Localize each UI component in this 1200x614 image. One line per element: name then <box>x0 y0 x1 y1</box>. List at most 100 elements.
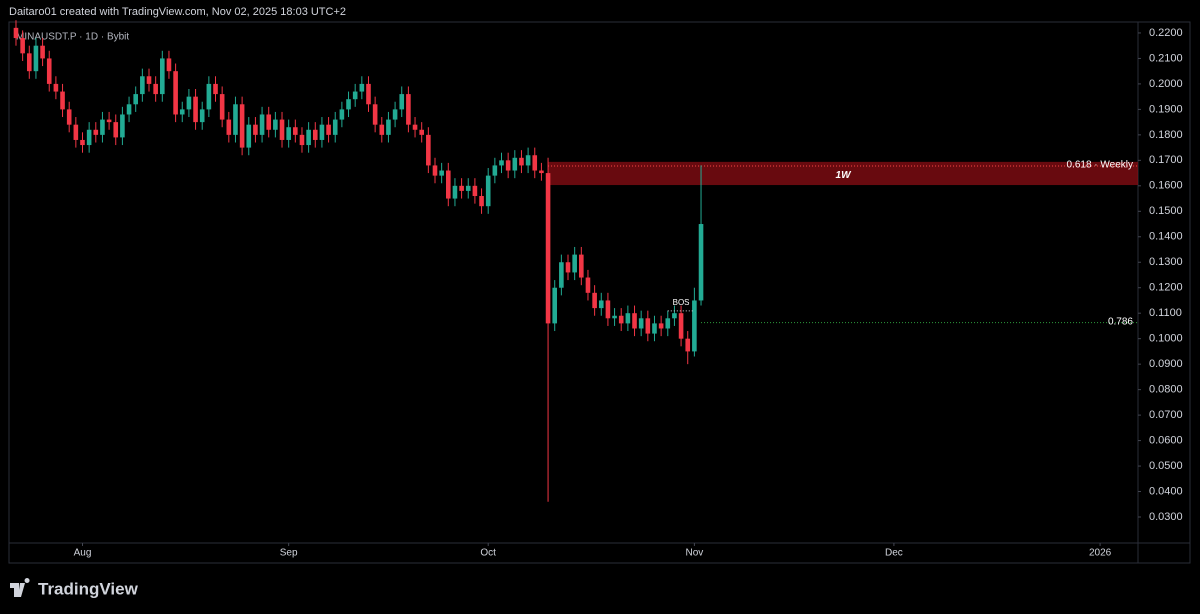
candle-body <box>293 127 298 135</box>
candle-body <box>579 254 584 278</box>
candle-body <box>219 94 225 120</box>
candle-body <box>432 165 438 176</box>
candle-body <box>658 323 664 329</box>
candle-body <box>53 83 59 92</box>
logo: TradingView <box>10 578 139 598</box>
candle-body <box>319 124 325 140</box>
candle-body <box>519 157 524 166</box>
logo-icon <box>10 578 30 597</box>
bos-label: BOS <box>673 298 690 307</box>
y-tick-label: 0.1700 <box>1149 154 1183 166</box>
candle-body <box>618 315 624 324</box>
x-tick-label: 2026 <box>1089 548 1112 559</box>
chart-frame <box>8 21 1191 564</box>
y-tick-label: 0.2100 <box>1149 52 1183 64</box>
candle-body <box>392 109 398 120</box>
candle-body <box>532 155 538 171</box>
candle-body <box>625 313 631 324</box>
candle-body <box>173 71 178 115</box>
candle-body <box>412 124 418 130</box>
x-tick-label: Oct <box>480 548 496 559</box>
candle-body <box>665 318 671 329</box>
candle-body <box>273 119 278 130</box>
logo-text: TradingView <box>38 579 139 598</box>
candle-body <box>246 124 252 148</box>
candle-body <box>26 53 32 72</box>
candle-body <box>160 58 165 95</box>
candle-body <box>359 83 365 92</box>
y-tick-label: 0.0800 <box>1149 384 1183 396</box>
candle-body <box>332 119 338 135</box>
x-tick-label: Aug <box>74 548 92 559</box>
y-tick-label: 0.0900 <box>1149 358 1183 370</box>
candle-body <box>645 318 651 334</box>
candle-body <box>525 155 531 166</box>
candle-body <box>206 83 212 110</box>
candle-body <box>226 119 232 135</box>
candle-body <box>426 134 431 166</box>
candle-body <box>20 38 25 54</box>
candle-body <box>253 124 258 135</box>
candle-body <box>485 175 491 207</box>
candle-body <box>259 114 265 135</box>
candle-body <box>113 122 119 138</box>
candle-body <box>60 91 65 110</box>
candle-body <box>638 318 644 329</box>
candle-body <box>552 287 558 324</box>
candle-body <box>193 96 198 123</box>
x-tick-label: Sep <box>280 548 298 559</box>
candle-body <box>406 94 411 125</box>
candle-body <box>126 104 132 115</box>
y-tick-label: 0.1400 <box>1149 231 1183 243</box>
candle-body <box>286 127 291 140</box>
candle-body <box>592 292 597 309</box>
candle-body <box>133 94 139 105</box>
y-tick-label: 0.1900 <box>1149 103 1183 115</box>
fib-level-label: 0.786 <box>1108 316 1133 327</box>
y-tick-label: 0.1300 <box>1149 256 1183 268</box>
candle-body <box>445 170 451 199</box>
candle-body <box>539 170 544 174</box>
candle-body <box>672 313 677 319</box>
y-tick-label: 0.2200 <box>1149 27 1183 39</box>
candle-body <box>186 96 192 110</box>
candle-body <box>652 323 657 334</box>
candle-body <box>366 83 371 105</box>
x-tick-label: Nov <box>685 548 703 559</box>
candle-body <box>80 139 85 146</box>
candle-body <box>379 124 385 135</box>
candle-body <box>13 27 19 39</box>
x-tick-label: Dec <box>885 548 903 559</box>
candle-body <box>233 104 238 135</box>
candle-body <box>66 109 72 125</box>
zone <box>548 161 1138 186</box>
candle-body <box>40 45 45 59</box>
candle-body <box>678 313 684 339</box>
candle-body <box>339 109 345 120</box>
y-tick-label: 0.1100 <box>1149 307 1182 319</box>
candle-body <box>106 119 112 123</box>
candle-body <box>565 262 571 273</box>
candle-body <box>279 119 285 140</box>
y-tick-label: 0.1500 <box>1149 205 1183 217</box>
candle-body <box>492 165 498 176</box>
candle-body <box>698 224 704 301</box>
candle-body <box>33 45 39 72</box>
candle-body <box>399 94 405 110</box>
candle-body <box>472 185 478 197</box>
candle-body <box>93 129 99 135</box>
candle-body <box>120 114 125 138</box>
candle-body <box>166 58 172 72</box>
candle-body <box>685 338 691 352</box>
candle-body <box>452 185 458 199</box>
candle-body <box>632 313 637 329</box>
candle-body <box>545 173 551 324</box>
candle-body <box>505 160 511 171</box>
candle-body <box>86 129 92 146</box>
candle-body <box>199 109 205 123</box>
y-tick-label: 0.0600 <box>1149 434 1183 446</box>
candle-body <box>46 58 52 84</box>
fib-level-label: 0.618 · Weekly <box>1066 160 1133 171</box>
candle-body <box>326 124 331 135</box>
plot: 0.0300 0.0400 0.0500 0.0600 0.0700 0.0800 0.09… <box>13 20 1183 559</box>
